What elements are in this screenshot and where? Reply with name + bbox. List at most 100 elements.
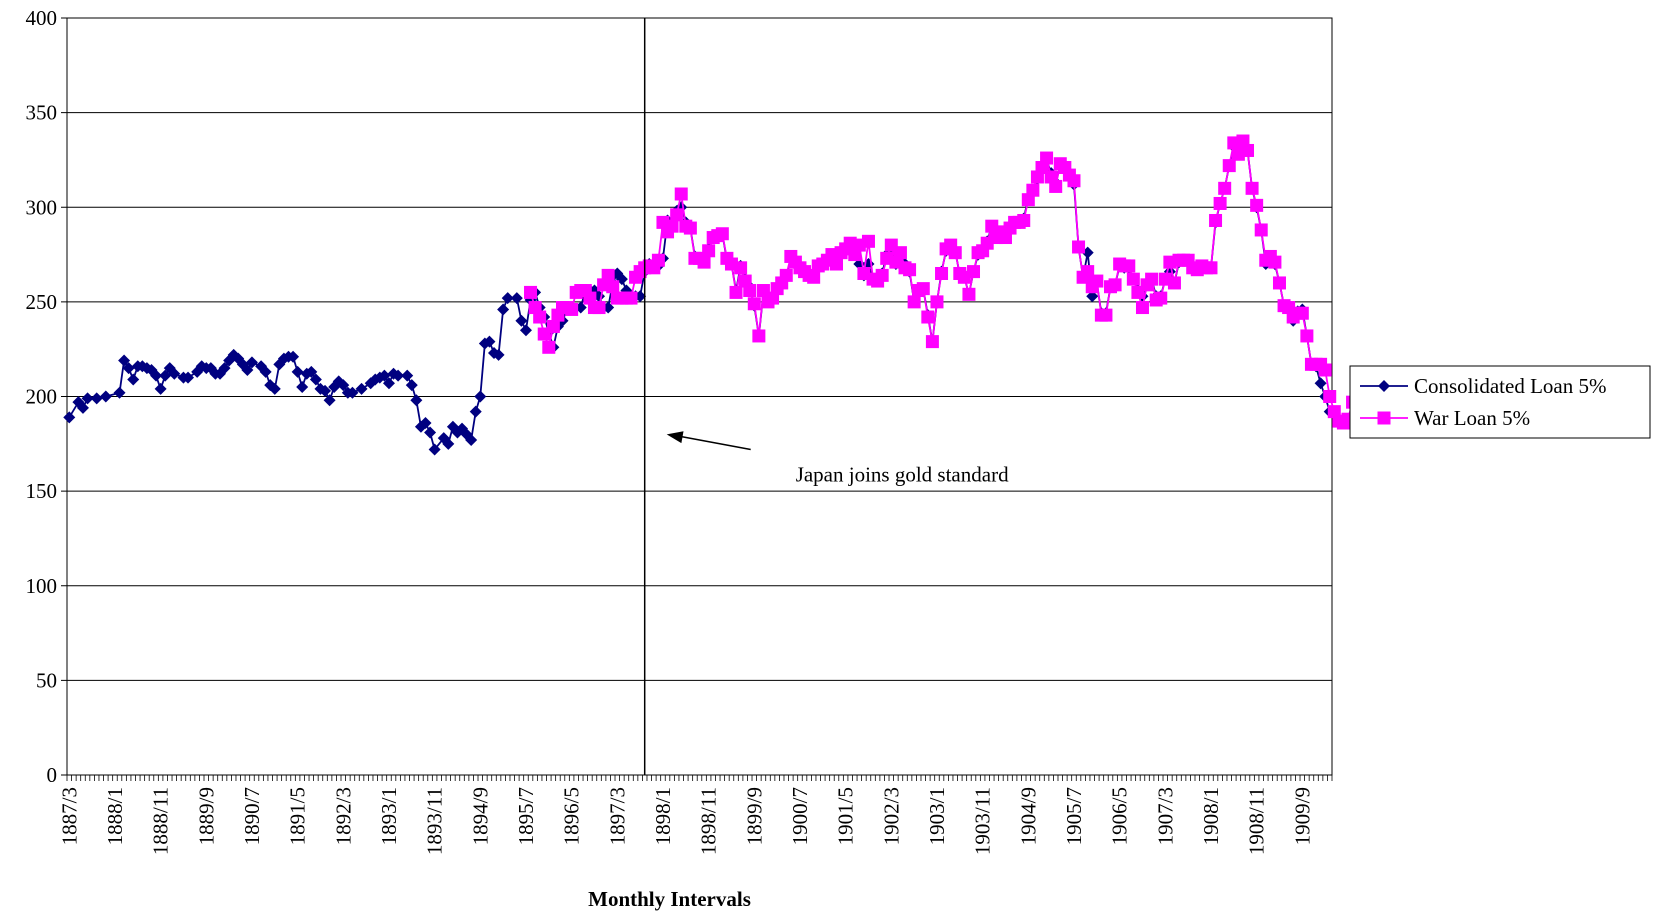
data-point bbox=[935, 266, 949, 280]
data-point bbox=[967, 265, 981, 279]
x-tick-label: 1894/9 bbox=[468, 787, 492, 845]
data-point bbox=[1122, 259, 1136, 273]
data-point bbox=[542, 340, 556, 354]
data-point bbox=[1026, 183, 1040, 197]
y-tick-label: 50 bbox=[36, 668, 57, 692]
data-point bbox=[779, 268, 793, 282]
data-point bbox=[1167, 276, 1181, 290]
data-point bbox=[428, 443, 441, 456]
data-point bbox=[268, 382, 281, 395]
data-point bbox=[624, 291, 638, 305]
series-layer bbox=[63, 134, 1360, 456]
x-tick-label: 1909/9 bbox=[1290, 787, 1314, 845]
data-point bbox=[1040, 151, 1054, 165]
data-point bbox=[1017, 213, 1031, 227]
data-point bbox=[1241, 143, 1255, 157]
data-point bbox=[1145, 272, 1159, 286]
data-point bbox=[1323, 390, 1337, 403]
data-point bbox=[592, 301, 606, 315]
x-tick-label: 1893/11 bbox=[423, 787, 447, 855]
data-point bbox=[907, 295, 921, 309]
data-point bbox=[241, 364, 254, 377]
data-point bbox=[1126, 272, 1140, 286]
annotation-arrow bbox=[674, 434, 751, 451]
data-point bbox=[1072, 240, 1086, 254]
legend-item: Consolidated Loan 5% bbox=[1360, 374, 1606, 398]
data-point bbox=[309, 373, 322, 386]
legend-label: War Loan 5% bbox=[1414, 406, 1530, 430]
data-point bbox=[729, 285, 743, 299]
data-point bbox=[465, 434, 478, 447]
data-point bbox=[122, 362, 135, 375]
x-tick-label: 1904/9 bbox=[1016, 787, 1040, 845]
data-point bbox=[921, 310, 935, 324]
data-point bbox=[1108, 278, 1122, 292]
data-point bbox=[715, 227, 729, 241]
data-point bbox=[1209, 213, 1223, 227]
x-tick-label: 1908/11 bbox=[1245, 787, 1269, 855]
data-point bbox=[893, 246, 907, 260]
legend-marker bbox=[1377, 411, 1391, 425]
x-tick-label: 1899/9 bbox=[742, 787, 766, 845]
data-point bbox=[159, 369, 172, 382]
data-point bbox=[752, 329, 766, 343]
data-point bbox=[319, 384, 332, 397]
data-point bbox=[419, 416, 432, 429]
data-point bbox=[1318, 363, 1332, 377]
data-point bbox=[1300, 329, 1314, 343]
y-tick-label: 150 bbox=[26, 479, 58, 503]
x-tick-label: 1891/5 bbox=[286, 787, 310, 845]
data-point bbox=[1295, 306, 1309, 320]
data-point bbox=[76, 401, 89, 414]
data-point bbox=[469, 405, 482, 418]
data-point bbox=[875, 268, 889, 282]
data-point bbox=[168, 367, 181, 380]
data-point bbox=[81, 392, 94, 405]
data-point bbox=[291, 365, 304, 378]
x-tick-label: 1897/3 bbox=[605, 787, 629, 845]
data-point bbox=[287, 350, 300, 363]
data-point bbox=[519, 324, 532, 337]
data-point bbox=[807, 270, 821, 284]
data-point bbox=[405, 379, 418, 392]
data-point bbox=[948, 246, 962, 260]
y-tick-label: 200 bbox=[26, 385, 58, 409]
data-point bbox=[747, 297, 761, 311]
data-point bbox=[113, 386, 126, 399]
data-point bbox=[492, 348, 505, 361]
data-point bbox=[697, 255, 711, 269]
data-point bbox=[245, 356, 258, 369]
data-point bbox=[442, 437, 455, 450]
data-point bbox=[962, 287, 976, 301]
annotation-label: Japan joins gold standard bbox=[796, 463, 1009, 487]
x-tick-label: 1908/1 bbox=[1199, 787, 1223, 845]
legend-box bbox=[1349, 365, 1651, 439]
data-point bbox=[683, 221, 697, 235]
data-point bbox=[118, 354, 131, 367]
data-point bbox=[323, 394, 336, 407]
data-point bbox=[670, 208, 684, 222]
data-point bbox=[150, 369, 163, 382]
data-point bbox=[651, 253, 665, 267]
data-point bbox=[546, 319, 560, 333]
data-point bbox=[1135, 301, 1149, 315]
data-point bbox=[861, 234, 875, 248]
data-point bbox=[1245, 181, 1259, 195]
data-point bbox=[1067, 174, 1081, 188]
data-point bbox=[665, 219, 679, 233]
data-point bbox=[1213, 196, 1227, 210]
data-point bbox=[524, 285, 538, 299]
data-point bbox=[1254, 223, 1268, 237]
x-tick-label: 1888/11 bbox=[149, 787, 173, 855]
data-point bbox=[483, 335, 496, 348]
data-point bbox=[1218, 181, 1232, 195]
legend: Consolidated Loan 5% War Loan 5% bbox=[1349, 365, 1651, 439]
x-tick-label: 1903/11 bbox=[971, 787, 995, 855]
x-axis-title: Monthly Intervals bbox=[588, 887, 751, 911]
data-point bbox=[182, 371, 195, 384]
x-tick-label: 1905/7 bbox=[1062, 787, 1086, 845]
data-point bbox=[565, 302, 579, 316]
x-tick-label: 1906/5 bbox=[1108, 787, 1132, 845]
x-tick-label: 1900/7 bbox=[788, 787, 812, 845]
